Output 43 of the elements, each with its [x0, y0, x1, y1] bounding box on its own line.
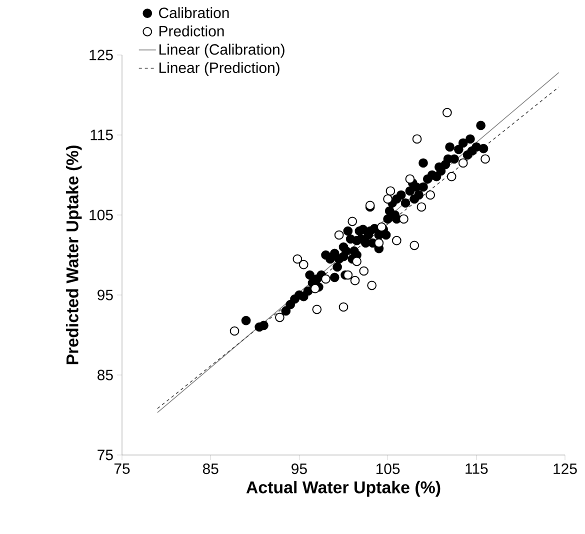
point: [275, 312, 284, 322]
point: [442, 108, 452, 118]
x-tick-label: 95: [292, 464, 307, 474]
legend-label: Calibration: [159, 7, 229, 18]
y-tick-label: 115: [90, 130, 113, 140]
point: [367, 280, 377, 290]
point: [312, 304, 322, 314]
point: [480, 154, 490, 164]
point: [410, 240, 420, 250]
x-tick-label: 125: [554, 464, 577, 474]
point: [405, 174, 415, 184]
y-tick-label: 95: [98, 290, 113, 300]
legend-label: Prediction: [159, 25, 224, 36]
point: [458, 158, 468, 168]
point: [399, 214, 408, 224]
y-tick-label: 105: [90, 210, 113, 220]
y-tick-label: 125: [90, 50, 113, 60]
legend-label: Linear (Prediction): [159, 62, 280, 76]
point: [350, 276, 360, 286]
point: [376, 222, 386, 232]
point: [392, 236, 402, 246]
point: [386, 186, 396, 196]
x-axis-title: Actual Water Uptake (%): [246, 480, 440, 497]
point: [426, 190, 436, 200]
x-tick-label: 75: [114, 464, 130, 474]
point: [292, 254, 302, 264]
point: [230, 326, 240, 336]
y-tick-label: 85: [98, 370, 113, 380]
x-tick-label: 115: [466, 464, 488, 474]
point: [416, 202, 426, 212]
point: [446, 172, 456, 182]
legend-label: Linear (Calibration): [159, 44, 284, 58]
y-tick-label: 75: [98, 450, 113, 460]
point: [298, 260, 308, 270]
point: [348, 216, 358, 226]
x-tick-label: 85: [202, 464, 218, 474]
y-axis-title: Predicted Water Uptake (%): [66, 146, 82, 364]
point: [343, 270, 353, 280]
point: [338, 302, 348, 312]
point: [412, 134, 422, 144]
point: [334, 230, 344, 240]
point: [359, 266, 369, 276]
x-tick-label: 105: [376, 464, 400, 474]
